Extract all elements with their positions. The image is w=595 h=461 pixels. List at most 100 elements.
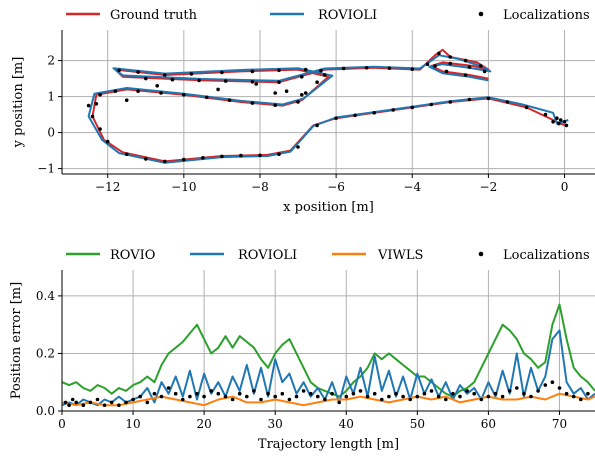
localization-point [197, 78, 201, 83]
localization-point [300, 75, 304, 79]
localization-point [303, 67, 308, 72]
localization-point [394, 391, 398, 396]
localization-point [551, 120, 555, 124]
localization-point [387, 66, 392, 70]
localization-point [319, 68, 323, 73]
localization-point [410, 105, 415, 110]
localization-point [163, 159, 167, 164]
localization-point [170, 77, 175, 82]
localization-point [189, 72, 194, 76]
localization-point [182, 93, 186, 97]
localization-point [273, 91, 278, 95]
localization-point [98, 127, 102, 131]
y-tick-label: 0.0 [36, 404, 55, 418]
localization-point [564, 123, 569, 128]
localization-point [586, 391, 590, 396]
localization-point [266, 391, 270, 396]
legend-label-rovioli-top: ROVIOLI [318, 8, 377, 23]
localization-point [365, 394, 370, 399]
y-tick-label: 0 [47, 126, 55, 140]
localization-point [166, 386, 171, 390]
localization-point [287, 397, 292, 402]
localization-point [451, 391, 455, 396]
localization-point [90, 114, 95, 119]
localization-point [479, 397, 484, 402]
localization-point [245, 394, 249, 399]
localization-point [500, 394, 505, 399]
localization-point [536, 389, 540, 393]
localization-point [277, 68, 281, 73]
localization-point [429, 389, 434, 393]
localization-point [486, 394, 491, 399]
localization-point [163, 73, 167, 77]
localization-point [557, 386, 562, 390]
localization-point [145, 400, 150, 405]
localization-point [410, 67, 415, 71]
localization-point [182, 157, 186, 162]
localization-point [124, 152, 129, 156]
localization-point [216, 391, 221, 396]
localization-point [250, 69, 255, 74]
localization-point [86, 103, 91, 108]
localization-point [543, 112, 548, 117]
localization-point [294, 394, 299, 399]
localization-point [422, 391, 427, 396]
localization-point [507, 389, 512, 393]
top-legend: Ground truth ROVIOLI Localizations [66, 8, 590, 23]
localization-point [372, 391, 377, 396]
localization-point [284, 89, 289, 93]
localization-point [237, 391, 242, 396]
series-line-rovio [62, 303, 595, 398]
plot-area [62, 303, 595, 408]
localization-point [239, 153, 243, 158]
localization-point [300, 93, 304, 97]
x-axis-title: Trajectory length [m] [258, 437, 399, 452]
localization-point [550, 380, 555, 385]
localization-point [188, 394, 192, 399]
localization-point [63, 400, 68, 405]
localization-point [209, 389, 213, 393]
localization-point [391, 108, 396, 112]
localization-point [380, 397, 384, 402]
localization-point [117, 403, 121, 408]
localization-point [227, 98, 232, 102]
localization-point [364, 66, 369, 70]
legend-marker-localizations-bottom [478, 251, 484, 257]
localization-point [543, 383, 548, 387]
localization-point [493, 391, 498, 396]
localization-point [159, 91, 163, 95]
localization-point [98, 93, 102, 97]
localization-point [444, 397, 448, 402]
localization-point [351, 391, 356, 396]
localization-point [136, 89, 140, 93]
localization-point [524, 105, 529, 110]
series-line-viwls [62, 392, 595, 407]
localization-point [353, 113, 357, 118]
localization-point [444, 69, 449, 74]
localization-point [223, 394, 228, 399]
localization-point [95, 397, 100, 402]
y-tick-label: 0.2 [36, 346, 55, 360]
legend-label-ground-truth: Ground truth [110, 8, 198, 23]
localization-point [571, 394, 576, 399]
localization-point [67, 403, 71, 408]
localization-point [429, 102, 434, 107]
localization-point [230, 397, 235, 402]
localization-point [144, 76, 148, 81]
localization-point [254, 82, 258, 86]
localization-point [579, 397, 583, 402]
y-axis-title: y position [m] [11, 57, 26, 149]
legend-label-rovio: ROVIO [110, 248, 155, 263]
x-tick-label: 50 [410, 417, 425, 431]
localization-point [436, 394, 441, 399]
localization-point [467, 97, 472, 102]
y-tick-label: 0.4 [36, 289, 55, 303]
localization-point [144, 157, 148, 161]
legend-label-localizations-top: Localizations [503, 8, 590, 23]
localization-point [562, 120, 567, 124]
localization-point [448, 100, 453, 104]
localization-point [273, 394, 278, 399]
localization-point [252, 389, 256, 393]
